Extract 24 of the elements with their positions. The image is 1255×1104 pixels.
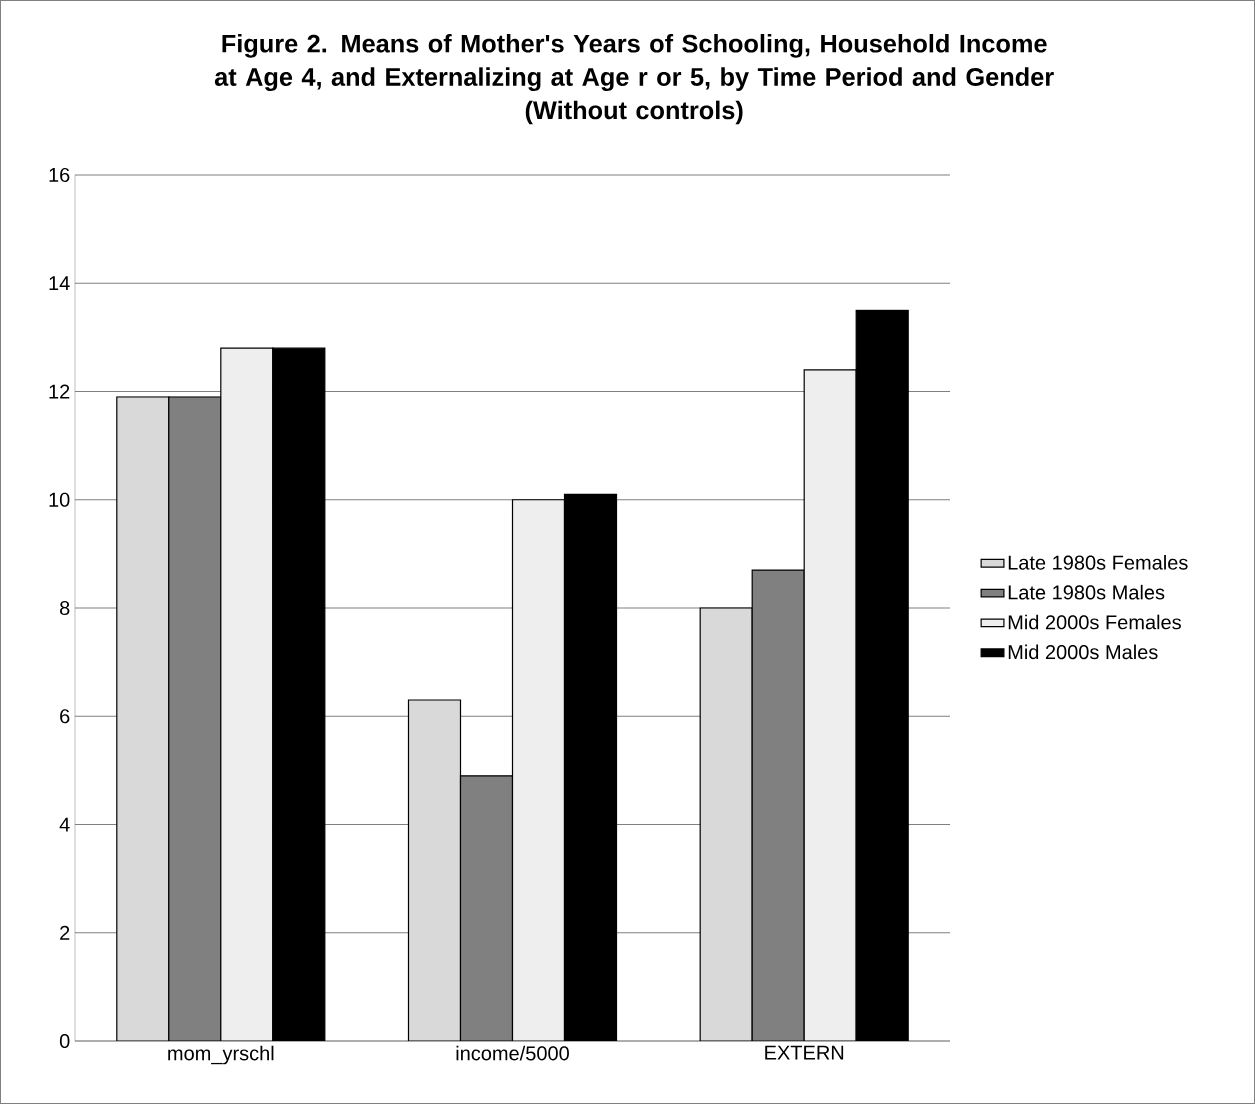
- y-tick-label: 4: [59, 817, 70, 832]
- x-tick-label: mom_yrschl: [168, 1045, 274, 1065]
- legend-label: Mid 2000s Males: [1008, 644, 1158, 660]
- y-tick-label: 16: [49, 167, 70, 183]
- y-tick-label: 8: [60, 600, 70, 616]
- y-tick-label: 0: [59, 1033, 70, 1049]
- x-tick-label: EXTERN: [765, 1045, 844, 1060]
- bar: [116, 396, 170, 1042]
- chart-subtitle: (Without controls): [525, 100, 743, 125]
- bar: [699, 607, 753, 1042]
- bar: [803, 369, 857, 1042]
- x-tick-label: income/5000: [456, 1045, 569, 1061]
- legend-label: Late 1980s Females: [1008, 555, 1188, 570]
- bar: [220, 347, 274, 1042]
- y-tick-label: 12: [49, 384, 70, 399]
- bar: [511, 499, 566, 1042]
- chart-title: Figure 2. Means of Mother's Years of Schooling, Household Income at Age 4, and Externalizing at Age r or 5, by Time Period and Gender: [214, 34, 1054, 92]
- legend-label: Late 1980s Males: [1008, 584, 1165, 600]
- bar: [407, 699, 462, 1042]
- y-tick-label: 6: [60, 709, 70, 724]
- legend-label: Mid 2000s Females: [1008, 614, 1181, 630]
- y-tick-label: 10: [49, 492, 70, 507]
- y-tick-label: 2: [60, 925, 70, 940]
- y-tick-label: 14: [49, 276, 70, 291]
